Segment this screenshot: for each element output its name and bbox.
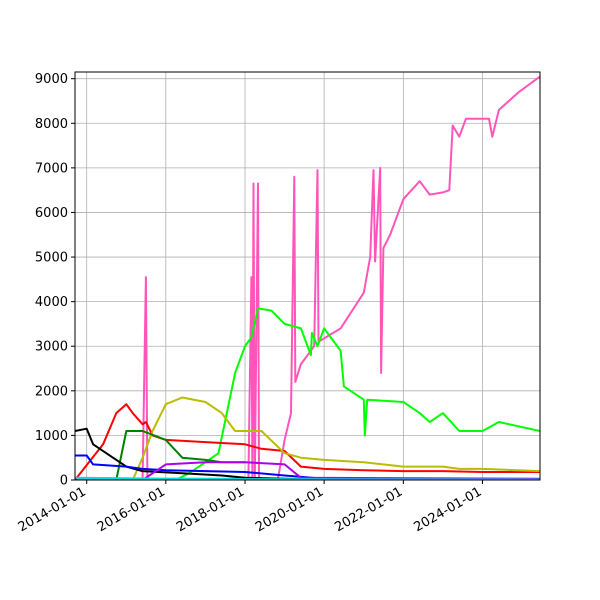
x-tick-label: 2014-01-01 [16,484,89,535]
series-line-1 [75,75,540,480]
series-line-9 [75,476,540,480]
plot-frame [74,71,541,481]
y-tick-label: 9000 [35,72,68,87]
y-tick-label: 4000 [35,295,68,310]
y-tick-label: 0 [60,474,68,489]
series-line-8 [142,461,540,480]
x-tick-label: 2020-01-01 [253,484,326,535]
grid-lines [75,72,540,481]
y-tick-label: 7000 [35,161,68,176]
axes [71,71,541,484]
series-line-3 [75,403,540,480]
y-tick-label: 5000 [35,251,68,266]
y-tick-label: 2000 [35,384,68,399]
y-tick-label: 6000 [35,206,68,221]
x-tick-label: 2024-01-01 [412,484,485,535]
y-tick-label: 1000 [35,429,68,444]
series-line-4 [131,396,540,480]
x-tick-label: 2018-01-01 [174,484,247,535]
series-line-2 [175,307,540,480]
x-tick-label: 2016-01-01 [95,484,168,535]
y-tick-label: 3000 [35,340,68,355]
x-tick-label: 2022-01-01 [332,484,405,535]
series-lines [75,75,540,480]
series-line-7 [75,454,540,480]
y-tick-label: 8000 [35,117,68,132]
